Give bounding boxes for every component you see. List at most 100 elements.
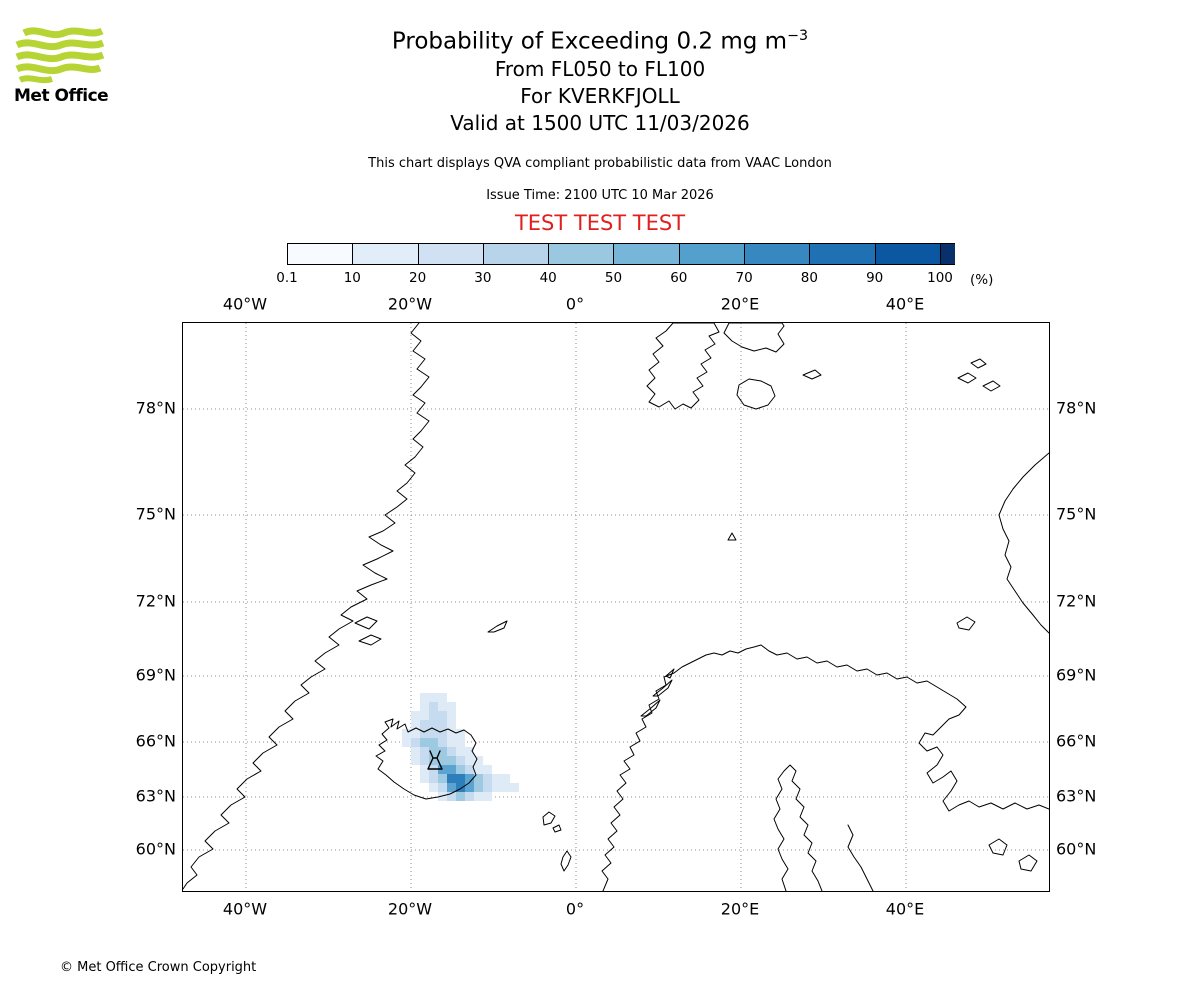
test-banner: TEST TEST TEST <box>514 211 686 236</box>
lon-label-bottom: 20°E <box>720 899 760 919</box>
copyright-notice: © Met Office Crown Copyright <box>60 960 257 975</box>
probability-cell <box>429 756 438 765</box>
probability-cell <box>438 783 447 792</box>
colorbar-segment <box>679 244 746 264</box>
coastline-gulf-of-finland <box>847 824 874 891</box>
probability-cell <box>438 729 447 738</box>
probability-cell <box>429 774 438 783</box>
probability-cell <box>411 747 420 756</box>
probability-cell <box>447 765 456 774</box>
chart-title: Probability of Exceeding 0.2 mg m−3 <box>0 0 1200 56</box>
probability-cell <box>483 774 492 783</box>
coastline-nordaustlandet <box>723 323 785 353</box>
probability-cell <box>456 756 465 765</box>
met-office-waves-icon <box>15 27 105 84</box>
probability-cell <box>456 774 465 783</box>
probability-cell <box>465 756 474 765</box>
met-office-logo-text: Met Office <box>14 86 109 106</box>
probability-cell <box>501 774 510 783</box>
ash-probability-field <box>402 693 519 801</box>
probability-cell <box>447 756 456 765</box>
colorbar-segments <box>287 243 955 265</box>
colorbar-tick-label: 50 <box>604 270 623 286</box>
probability-cell <box>456 747 465 756</box>
probability-cell <box>438 765 447 774</box>
probability-cell <box>447 774 456 783</box>
map <box>183 323 1049 891</box>
probability-cell <box>438 693 447 702</box>
colorbar-segment <box>614 244 680 264</box>
colorbar-tick-label: 60 <box>670 270 688 286</box>
probability-cell <box>402 738 411 747</box>
probability-cell <box>456 738 465 747</box>
probability-cell <box>411 738 420 747</box>
probability-cell <box>402 729 411 738</box>
probability-cell <box>420 729 429 738</box>
coastlines <box>183 323 1049 891</box>
lat-label-left: 72°N <box>135 591 176 611</box>
lon-label-top: 20°W <box>387 294 433 314</box>
probability-cell <box>429 693 438 702</box>
probability-cell <box>429 720 438 729</box>
colorbar-tick-label: 80 <box>800 270 818 286</box>
coastline-greenland <box>183 323 430 890</box>
valid-time: Valid at 1500 UTC 11/03/2026 <box>450 111 750 136</box>
probability-cell <box>438 792 447 801</box>
coastline-kvitoya <box>802 369 822 380</box>
lon-label-bottom: 40°E <box>885 899 925 919</box>
map-frame <box>182 322 1050 892</box>
colorbar-segment <box>810 244 876 264</box>
probability-cell <box>447 711 456 720</box>
colorbar-tick-labels: 0.1 10 20 30 40 50 60 70 80 90 100 <box>276 270 955 288</box>
coastline-bear-island <box>727 532 737 541</box>
colorbar-tick-label: 10 <box>343 270 361 286</box>
colorbar-tick-label: 40 <box>539 270 557 286</box>
probability-cell <box>429 711 438 720</box>
colorbar-tick-label: 100 <box>927 270 953 286</box>
probability-cell <box>438 747 447 756</box>
probability-cell <box>429 738 438 747</box>
colorbar-segment <box>418 244 484 264</box>
lat-label-right: 75°N <box>1056 504 1097 524</box>
probability-cell <box>465 747 474 756</box>
probability-cell <box>411 720 420 729</box>
probability-cell <box>483 783 492 792</box>
probability-cell <box>420 702 429 711</box>
probability-cell <box>438 702 447 711</box>
lat-label-right: 69°N <box>1056 665 1097 685</box>
lon-label-top: 40°W <box>222 294 268 314</box>
probability-cell <box>492 774 501 783</box>
probability-cell <box>465 792 474 801</box>
probability-cell <box>456 783 465 792</box>
probability-cell <box>483 765 492 774</box>
probability-cell <box>456 792 465 801</box>
probability-cell <box>474 783 483 792</box>
colorbar-tick-label: 30 <box>474 270 492 286</box>
probability-cell <box>438 711 447 720</box>
colorbar-segment <box>353 244 419 264</box>
chart-title-exponent: −3 <box>787 28 809 44</box>
coastline-faroe-islands <box>542 811 562 833</box>
probability-cell <box>411 756 420 765</box>
colorbar-tick-label: 90 <box>866 270 884 286</box>
lat-label-left: 60°N <box>135 839 176 859</box>
probability-cell <box>447 792 456 801</box>
lat-label-right: 78°N <box>1056 398 1097 418</box>
probability-cell <box>429 729 438 738</box>
probability-cell <box>429 747 438 756</box>
probability-cell <box>420 747 429 756</box>
lat-label-right: 72°N <box>1056 591 1097 611</box>
probability-cell <box>447 702 456 711</box>
chart-title-text: Probability of Exceeding 0.2 mg m <box>391 28 788 55</box>
lon-label-bottom: 0° <box>565 899 585 919</box>
lat-label-right: 66°N <box>1056 731 1097 751</box>
coastline-lofoten <box>640 668 675 717</box>
colorbar-segment <box>875 244 941 264</box>
probability-cell <box>429 783 438 792</box>
coastline-novaya-zemlya <box>998 452 1049 634</box>
probability-cell <box>465 765 474 774</box>
title-block: Probability of Exceeding 0.2 mg m−3 From… <box>0 0 1200 235</box>
lon-label-bottom: 20°W <box>387 899 433 919</box>
lat-label-right: 60°N <box>1056 839 1097 859</box>
colorbar-overflow-segment <box>940 244 955 264</box>
